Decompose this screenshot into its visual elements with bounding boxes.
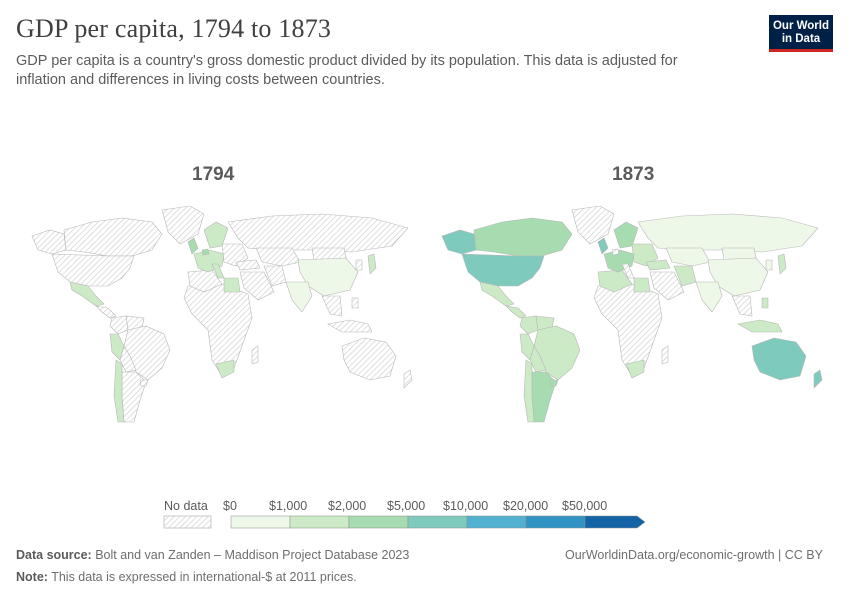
region-southeast-asia-1873[interactable] <box>731 295 753 317</box>
region-united-states-1873[interactable] <box>461 253 545 287</box>
region-canada-1794[interactable] <box>63 217 163 257</box>
region-south-africa-1794[interactable] <box>215 359 235 379</box>
region-colombia-1794[interactable] <box>109 315 129 335</box>
region-japan-1873[interactable] <box>777 253 787 275</box>
region-madagascar-1794[interactable] <box>251 345 259 365</box>
data-note-value: This data is expressed in international-… <box>51 570 357 584</box>
region-uruguay-1794[interactable] <box>139 379 149 387</box>
region-central-asia-1794[interactable] <box>255 247 301 267</box>
data-note: Note: This data is expressed in internat… <box>16 570 357 584</box>
region-alaska-1873[interactable] <box>441 229 477 255</box>
legend-swatch-0 <box>230 515 291 529</box>
legend-tick-6: $50,000 <box>562 499 608 513</box>
region-middle-east-1794[interactable] <box>239 271 275 301</box>
region-madagascar-1873[interactable] <box>661 345 669 365</box>
region-egypt-1873[interactable] <box>633 277 651 293</box>
region-middle-east-1873[interactable] <box>649 271 685 301</box>
color-legend <box>163 515 646 529</box>
region-colombia-1873[interactable] <box>519 315 539 335</box>
region-egypt-1794[interactable] <box>223 277 241 293</box>
owid-logo[interactable]: Our World in Data <box>769 15 833 52</box>
region-india-1873[interactable] <box>695 281 723 313</box>
region-africa-1794[interactable] <box>183 283 253 377</box>
region-netherlands-1794[interactable] <box>201 248 210 256</box>
legend-tick-1: $1,000 <box>269 499 308 513</box>
legend-tick-2: $2,000 <box>328 499 367 513</box>
region-korea-1794[interactable] <box>355 259 363 271</box>
region-southeast-asia-1794[interactable] <box>321 295 343 317</box>
region-argentina-1794[interactable] <box>121 371 147 423</box>
region-italy-1873[interactable] <box>621 263 635 279</box>
legend-swatch-5 <box>525 515 586 529</box>
region-greenland-1794[interactable] <box>161 205 205 245</box>
legend-tick-4: $10,000 <box>443 499 489 513</box>
owid-link[interactable]: OurWorldinData.org/economic-growth | CC … <box>565 548 823 562</box>
region-chile-1794[interactable] <box>113 359 125 423</box>
legend-no-data-label: No data <box>164 499 208 513</box>
region-alaska-1794[interactable] <box>31 229 67 255</box>
map-1873 <box>441 205 823 423</box>
region-central-america-1873[interactable] <box>505 305 527 319</box>
region-canada-1873[interactable] <box>473 217 573 257</box>
region-russia-1873[interactable] <box>637 213 819 253</box>
region-turkey-1873[interactable] <box>645 259 671 271</box>
data-source: Data source: Bolt and van Zanden – Maddi… <box>16 548 409 562</box>
legend-tick-5: $20,000 <box>503 499 549 513</box>
legend-no-data-swatch <box>163 515 212 529</box>
region-philippines-1873[interactable] <box>761 297 769 309</box>
region-argentina-1873[interactable] <box>531 371 557 423</box>
region-mexico-1794[interactable] <box>69 281 105 307</box>
legend-swatch-3 <box>407 515 468 529</box>
region-new-zealand-1794[interactable] <box>403 369 413 389</box>
region-indonesia-1794[interactable] <box>327 319 373 333</box>
legend-swatch-2 <box>348 515 409 529</box>
region-china-1794[interactable] <box>297 257 359 297</box>
region-united-states-1794[interactable] <box>51 253 135 287</box>
region-central-asia-1873[interactable] <box>665 247 711 267</box>
region-bolivia-1873[interactable] <box>529 345 547 373</box>
region-bolivia-1794[interactable] <box>119 345 137 373</box>
region-united-kingdom-1794[interactable] <box>187 237 199 255</box>
region-chile-1873[interactable] <box>523 359 535 423</box>
legend-swatch-4 <box>466 515 527 529</box>
data-source-label: Data source: <box>16 548 92 562</box>
region-italy-1794[interactable] <box>211 263 225 279</box>
chart-subtitle: GDP per capita is a country's gross dome… <box>16 53 678 88</box>
map-title-1873: 1873 <box>612 164 655 185</box>
region-japan-1794[interactable] <box>367 253 377 275</box>
region-south-africa-1873[interactable] <box>625 359 645 379</box>
region-netherlands-1873[interactable] <box>611 248 620 256</box>
region-china-1873[interactable] <box>707 257 769 297</box>
region-philippines-1794[interactable] <box>351 297 359 309</box>
region-mexico-1873[interactable] <box>479 281 515 307</box>
legend-tick-3: $5,000 <box>387 499 426 513</box>
region-scandinavia-1794[interactable] <box>203 221 229 249</box>
region-scandinavia-1873[interactable] <box>613 221 639 249</box>
region-africa-1873[interactable] <box>593 283 663 377</box>
data-source-value: Bolt and van Zanden – Maddison Project D… <box>95 548 410 562</box>
region-united-kingdom-1873[interactable] <box>597 237 609 255</box>
map-title-1794: 1794 <box>192 164 235 185</box>
data-note-label: Note: <box>16 570 48 584</box>
region-india-1794[interactable] <box>285 281 313 313</box>
region-australia-1794[interactable] <box>341 337 397 381</box>
region-australia-1873[interactable] <box>751 337 807 381</box>
legend-swatch-6 <box>584 515 646 529</box>
legend-tick-0: $0 <box>223 499 237 513</box>
region-korea-1873[interactable] <box>765 259 773 271</box>
region-indonesia-1873[interactable] <box>737 319 783 333</box>
region-russia-1794[interactable] <box>227 213 409 253</box>
logo-line-2: in Data <box>781 33 821 45</box>
map-1794 <box>31 205 413 423</box>
region-new-zealand-1873[interactable] <box>813 369 823 389</box>
legend-swatch-1 <box>289 515 350 529</box>
region-greenland-1873[interactable] <box>571 205 615 245</box>
region-turkey-1794[interactable] <box>235 259 261 271</box>
chart-title: GDP per capita, 1794 to 1873 <box>16 14 332 43</box>
region-uruguay-1873[interactable] <box>549 379 559 387</box>
logo-line-1: Our World <box>772 20 829 32</box>
region-central-america-1794[interactable] <box>95 305 117 319</box>
